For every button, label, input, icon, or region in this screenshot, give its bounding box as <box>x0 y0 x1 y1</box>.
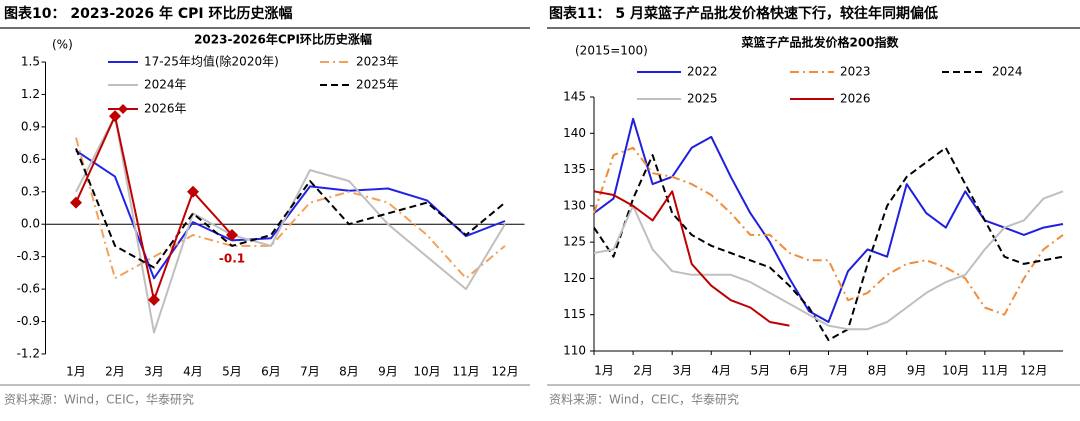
y-tick-label: 140 <box>563 126 586 140</box>
y-tick-label: 135 <box>563 162 586 176</box>
legend-label: 2026 <box>840 92 871 106</box>
x-tick-label: 8月 <box>868 364 888 378</box>
y-tick-label: -0.3 <box>17 249 40 263</box>
series-line <box>593 146 1064 342</box>
x-tick-label: 2月 <box>105 365 125 379</box>
y-tick-label: 0.9 <box>21 119 40 133</box>
y-tick-label: 130 <box>563 198 586 212</box>
source-note: 资料来源：Wind，CEIC，华泰研究 <box>549 392 739 407</box>
legend-label: 2026年 <box>144 102 187 116</box>
panel-heading: 图表11： 5 月菜篮子产品批发价格快速下行，较往年同期偏低 <box>549 5 938 22</box>
x-tick-label: 4月 <box>711 364 731 378</box>
chart-title: 2023-2026年CPI环比历史涨幅 <box>194 32 372 47</box>
legend-label: 17-25年均值(除2020年) <box>144 54 279 69</box>
data-point <box>187 185 199 198</box>
x-tick-label: 9月 <box>378 365 398 379</box>
data-point <box>226 229 238 242</box>
x-tick-label: 12月 <box>1020 364 1047 378</box>
legend-label: 2022 <box>687 65 718 79</box>
y-tick-label: -1.2 <box>17 347 40 361</box>
y-tick-label: 0.6 <box>21 152 40 166</box>
y-tick-label: 125 <box>563 235 586 249</box>
x-tick-label: 3月 <box>672 364 692 378</box>
legend-marker <box>118 104 128 114</box>
x-tick-label: 11月 <box>981 364 1008 378</box>
y-tick-label: 0.3 <box>21 184 40 198</box>
source-note: 资料来源：Wind，CEIC，华泰研究 <box>4 392 194 407</box>
data-point <box>148 293 160 306</box>
series-line <box>593 190 790 327</box>
y-tick-label: -0.6 <box>17 282 40 296</box>
x-tick-label: 12月 <box>491 365 518 379</box>
legend-label: 2024年 <box>144 78 187 92</box>
x-tick-label: 9月 <box>907 364 927 378</box>
y-tick-label: -0.9 <box>17 314 40 328</box>
x-tick-label: 5月 <box>222 365 242 379</box>
x-tick-label: 3月 <box>144 365 164 379</box>
panel-heading: 图表10： 2023-2026 年 CPI 环比历史涨幅 <box>4 5 292 22</box>
series-line <box>75 137 506 280</box>
data-label: -0.1 <box>219 252 245 266</box>
x-tick-label: 10月 <box>413 365 440 379</box>
legend-label: 2025 <box>687 92 718 106</box>
data-point <box>109 110 121 123</box>
x-tick-label: 6月 <box>261 365 281 379</box>
series-line <box>593 146 1064 316</box>
series-line <box>75 149 506 280</box>
y-tick-label: 120 <box>563 271 586 285</box>
y-tick-label: 1.5 <box>21 55 40 69</box>
series-line <box>75 148 506 269</box>
x-tick-label: 5月 <box>751 364 771 378</box>
y-tick-label: 1.2 <box>21 87 40 101</box>
x-tick-label: 7月 <box>300 365 320 379</box>
x-tick-label: 10月 <box>942 364 969 378</box>
x-tick-label: 4月 <box>183 365 203 379</box>
x-tick-label: 1月 <box>66 365 86 379</box>
chart-title: 菜篮子产品批发价格200指数 <box>740 35 899 50</box>
legend-label: 2023 <box>840 65 871 79</box>
y-axis-label: (%) <box>52 38 73 52</box>
y-tick-label: 115 <box>563 307 586 321</box>
y-tick-label: 145 <box>563 90 586 104</box>
x-tick-label: 2月 <box>633 364 653 378</box>
data-point <box>70 196 82 209</box>
x-tick-label: 8月 <box>339 365 359 379</box>
legend-label: 2024 <box>992 65 1023 79</box>
x-tick-label: 7月 <box>829 364 849 378</box>
x-tick-label: 11月 <box>452 365 479 379</box>
x-tick-label: 1月 <box>594 364 614 378</box>
x-tick-label: 6月 <box>790 364 810 378</box>
series-line <box>75 115 506 334</box>
y-axis-label: (2015=100) <box>575 44 648 58</box>
series-line <box>593 190 1064 331</box>
y-tick-label: 0.0 <box>21 217 40 231</box>
legend-label: 2023年 <box>356 55 399 69</box>
legend-label: 2025年 <box>356 78 399 92</box>
y-tick-label: 110 <box>563 344 586 358</box>
